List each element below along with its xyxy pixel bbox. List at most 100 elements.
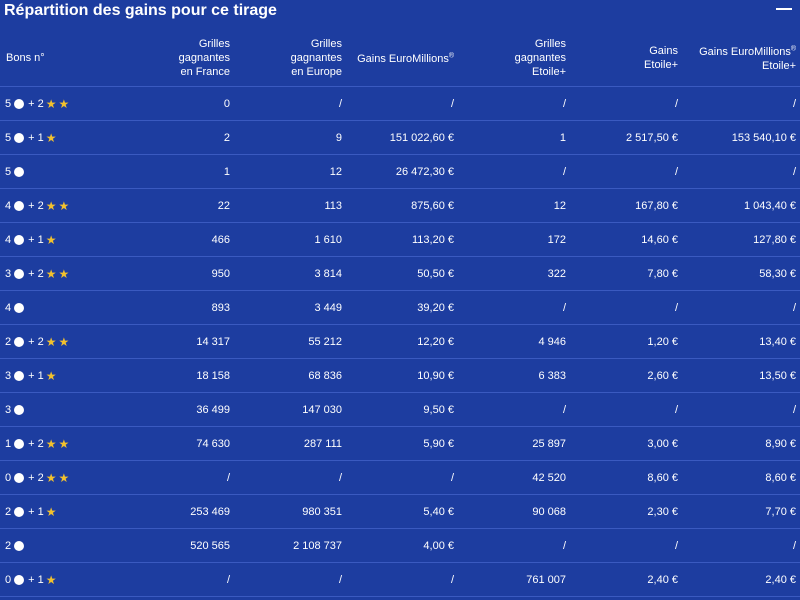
cell-gains-etoile: 14,60 € <box>570 222 682 257</box>
cell-gains-etoile: 3,00 € <box>570 426 682 461</box>
cell-gains-etoile: 2,40 € <box>570 562 682 597</box>
cell-winners-etoile: / <box>458 86 570 121</box>
cell-winners-europe: 1 610 <box>234 222 346 257</box>
ball-icon <box>14 200 25 211</box>
balls-count: 1 <box>5 437 12 450</box>
balls-count: 4 <box>5 233 12 246</box>
stars-count: + 2 <box>28 199 44 212</box>
cell-gains-total-etoile: 7,70 € <box>682 494 800 529</box>
header-line: en Europe <box>291 66 342 78</box>
cell-winners-etoile: 25 897 <box>458 426 570 461</box>
cell-winners-europe: 3 814 <box>234 256 346 291</box>
star-icon: ★ <box>58 96 70 111</box>
combination: 3 + 1 ★ <box>5 370 57 382</box>
cell-winners-etoile: / <box>458 154 570 189</box>
cell-gains-etoile: / <box>570 290 682 325</box>
cell-gains-total-etoile: 127,80 € <box>682 222 800 257</box>
cell-gains-euromillions: 151 022,60 € <box>346 120 458 155</box>
cell-combination: 4 <box>0 290 122 325</box>
combination: 5 + 2 ★ ★ <box>5 98 69 110</box>
table-row: 2 + 1 ★ 253 469 980 351 5,40 €90 068 2,30 €7,7… <box>0 494 800 529</box>
header-line: Bons n° <box>6 52 45 64</box>
star-icon: ★ <box>58 266 70 281</box>
cell-gains-euromillions: 9,50 € <box>346 392 458 427</box>
cell-gains-total-etoile: 2,40 € <box>682 562 800 597</box>
stars-count: + 1 <box>28 505 44 518</box>
ball-icon <box>14 574 25 585</box>
balls-count: 3 <box>5 267 12 280</box>
star-icon: ★ <box>58 198 70 213</box>
balls-count: 5 <box>5 165 12 178</box>
cell-winners-europe: / <box>234 460 346 495</box>
cell-combination: 2 <box>0 528 122 563</box>
balls-count: 4 <box>5 199 12 212</box>
header-winners-etoile: Grilles gagnantes Etoile+ <box>458 30 570 87</box>
cell-combination: 0 + 2 ★ ★ <box>0 460 122 495</box>
cell-gains-etoile: 8,60 € <box>570 460 682 495</box>
header-line: Gains <box>649 45 678 57</box>
cell-gains-total-etoile: / <box>682 392 800 427</box>
table-row: 0 + 2 ★ ★ / //42 520 8,60 €8,60 € <box>0 460 800 495</box>
cell-winners-france: 22 <box>122 188 234 223</box>
cell-winners-france: 520 565 <box>122 528 234 563</box>
header-line: en France <box>180 66 230 78</box>
combination: 4 <box>5 302 26 314</box>
cell-gains-total-etoile: / <box>682 154 800 189</box>
cell-gains-total-etoile: 1 043,40 € <box>682 188 800 223</box>
ball-icon <box>14 336 25 347</box>
header-line: gagnantes <box>290 52 342 64</box>
minimize-icon[interactable] <box>776 8 792 10</box>
combination: 2 + 2 ★ ★ <box>5 336 69 348</box>
cell-winners-france: 893 <box>122 290 234 325</box>
ball-icon <box>14 404 25 415</box>
ball-icon <box>14 268 25 279</box>
cell-gains-total-etoile: 153 540,10 € <box>682 120 800 155</box>
cell-combination: 3 + 2 ★ ★ <box>0 256 122 291</box>
cell-gains-euromillions: / <box>346 86 458 121</box>
table-row: 4 893 3 449 39,20 € / / / <box>0 290 800 325</box>
table-body: 5 + 2 ★ ★ 0// / //5 + 1 ★ 2 9 151 022,60 €1 2 517,50… <box>0 86 800 597</box>
stars-count: + 1 <box>28 233 44 246</box>
header-line: gagnantes <box>514 52 566 64</box>
combination: 2 + 1 ★ <box>5 506 57 518</box>
balls-count: 5 <box>5 131 12 144</box>
cell-winners-etoile: 4 946 <box>458 324 570 359</box>
header-line: Etoile+ <box>532 66 566 78</box>
cell-gains-etoile: / <box>570 154 682 189</box>
cell-winners-france: 466 <box>122 222 234 257</box>
cell-gains-etoile: / <box>570 392 682 427</box>
cell-combination: 1 + 2 ★ ★ <box>0 426 122 461</box>
balls-count: 2 <box>5 335 12 348</box>
cell-winners-france: 14 317 <box>122 324 234 359</box>
stars-count: + 1 <box>28 573 44 586</box>
balls-count: 5 <box>5 97 12 110</box>
stars-count: + 1 <box>28 131 44 144</box>
cell-combination: 3 <box>0 392 122 427</box>
star-icon: ★ <box>45 232 57 247</box>
balls-count: 0 <box>5 471 12 484</box>
table-row: 3 + 2 ★ ★ 950 3 814 50,50 €322 7,80 €58,30 € <box>0 256 800 291</box>
header-line: Gains EuroMillions® <box>357 52 454 66</box>
star-icon: ★ <box>45 96 57 111</box>
cell-gains-total-etoile: 13,40 € <box>682 324 800 359</box>
prize-table: Bons n° Grilles gagnantes en France Grilles g… <box>0 30 800 597</box>
cell-winners-europe: / <box>234 562 346 597</box>
cell-winners-france: 36 499 <box>122 392 234 427</box>
cell-winners-europe: 2 108 737 <box>234 528 346 563</box>
cell-gains-etoile: 167,80 € <box>570 188 682 223</box>
ball-icon <box>14 166 25 177</box>
cell-winners-france: 74 630 <box>122 426 234 461</box>
cell-winners-etoile: 42 520 <box>458 460 570 495</box>
cell-combination: 5 <box>0 154 122 189</box>
ball-icon <box>14 98 25 109</box>
cell-combination: 3 + 1 ★ <box>0 358 122 393</box>
cell-winners-etoile: 90 068 <box>458 494 570 529</box>
cell-gains-total-etoile: 13,50 € <box>682 358 800 393</box>
table-row: 1 + 2 ★ ★ 74 630 287 111 5,90 €25 897 3,00 €8,9… <box>0 426 800 461</box>
header-line: Gains EuroMillions® <box>699 45 796 59</box>
cell-gains-euromillions: 875,60 € <box>346 188 458 223</box>
page-title: Répartition des gains pour ce tirage <box>4 2 277 19</box>
cell-gains-euromillions: 113,20 € <box>346 222 458 257</box>
cell-winners-france: 2 <box>122 120 234 155</box>
